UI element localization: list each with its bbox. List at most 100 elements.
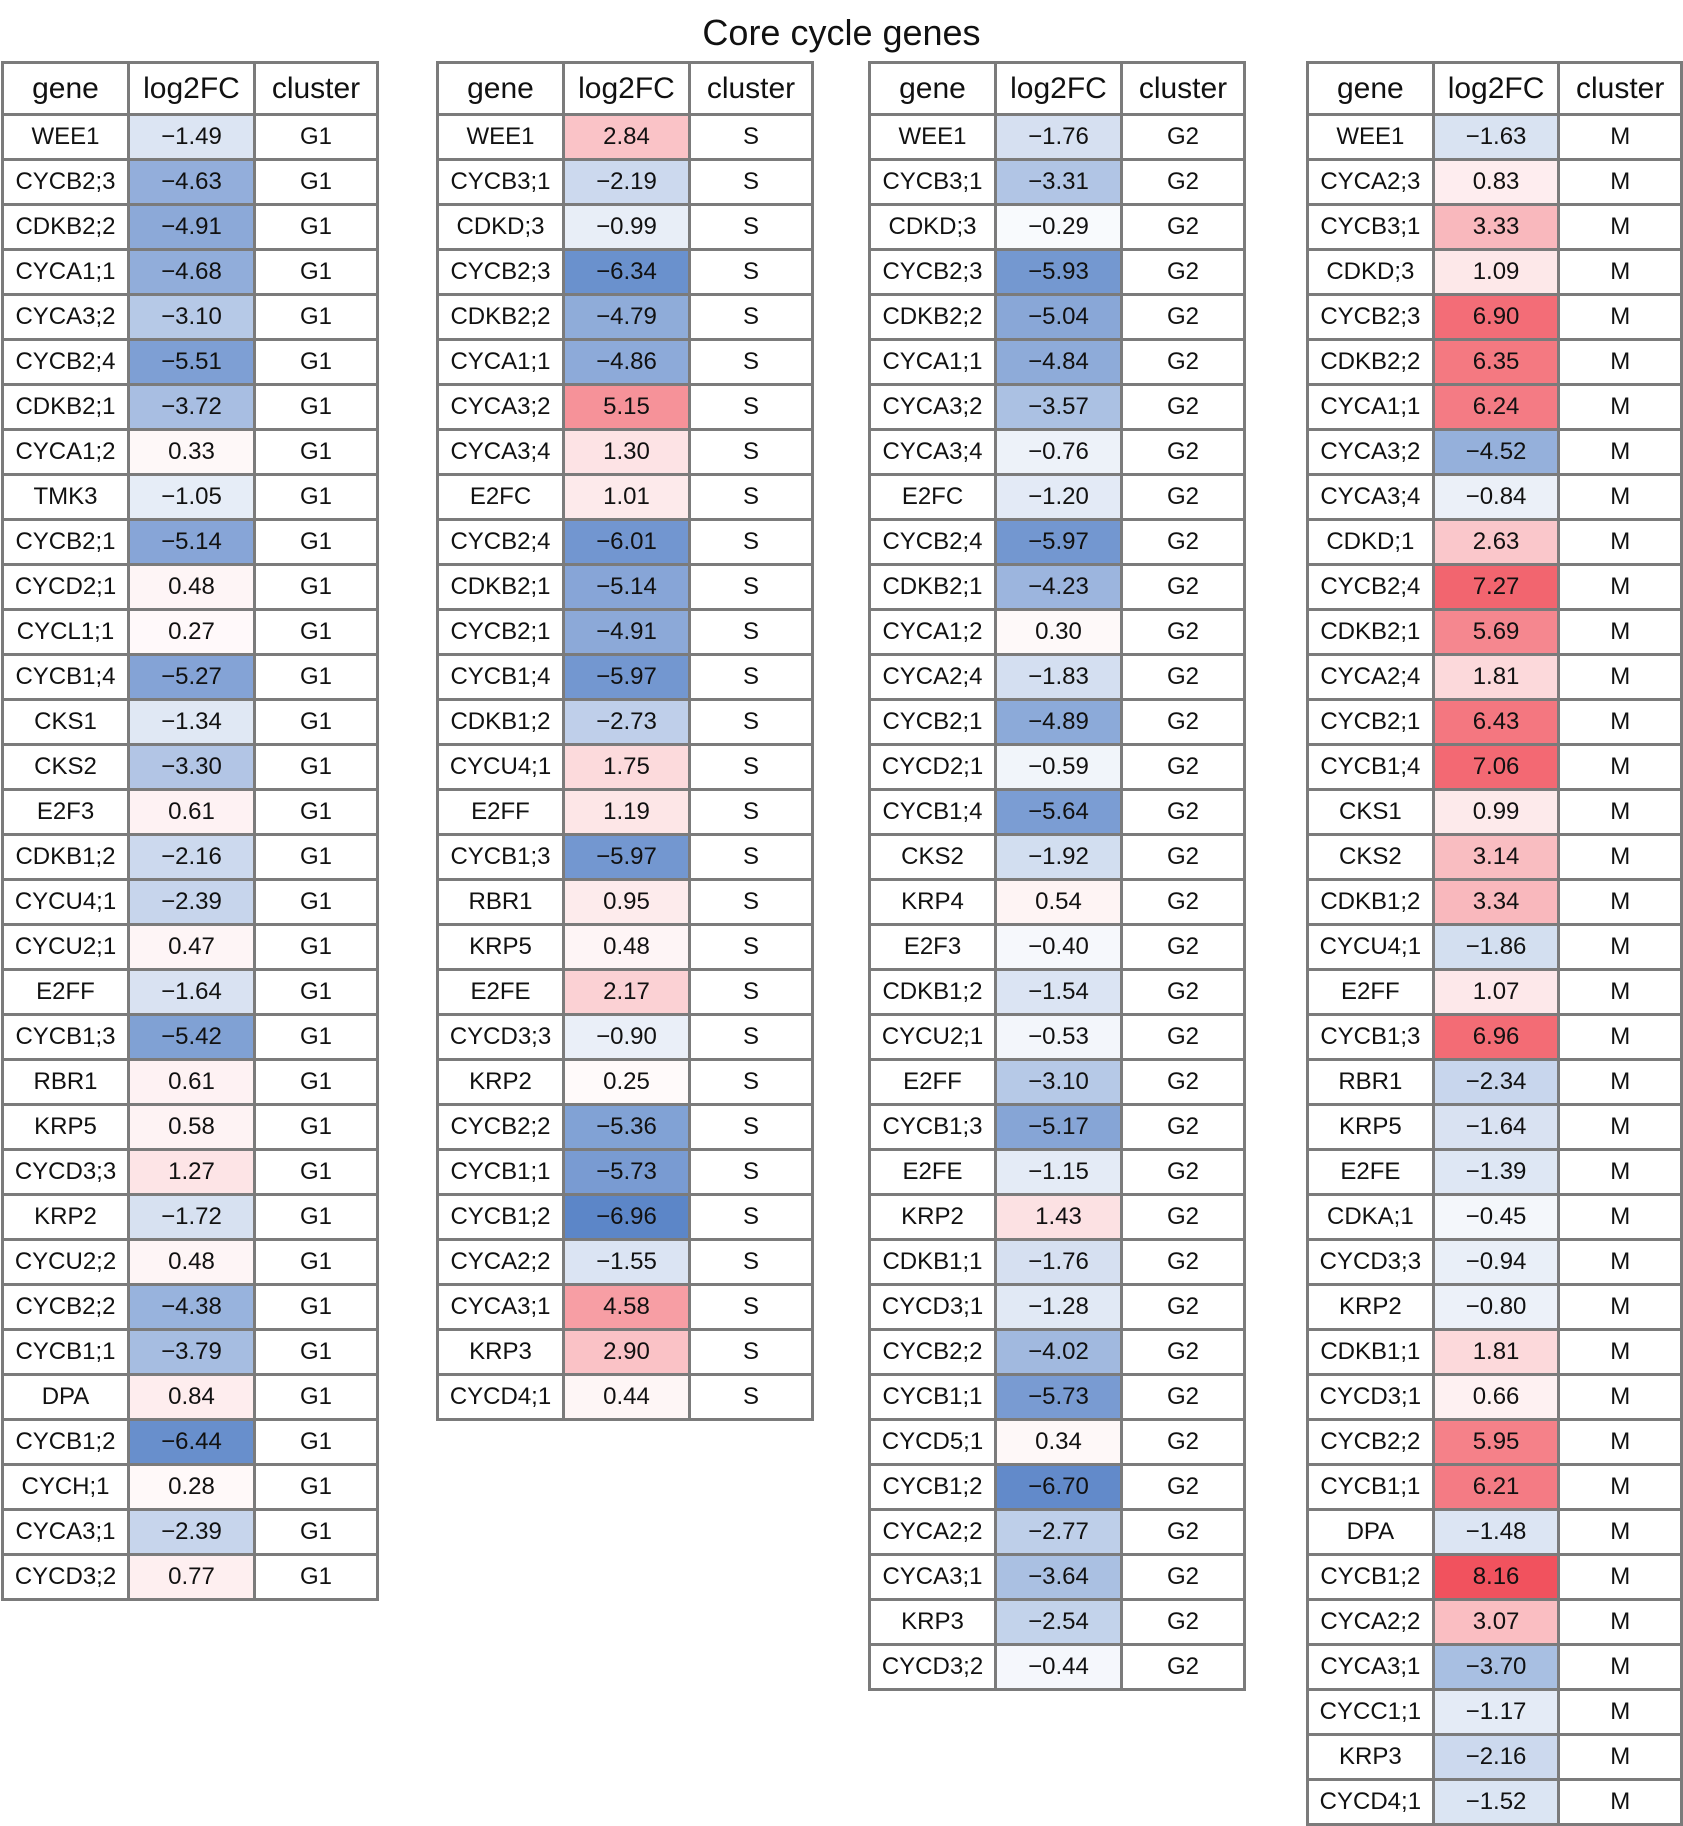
table-row: CYCA3;2 −4.52 M	[1306, 428, 1683, 476]
gene-cell: CYCA1;1	[1, 248, 130, 296]
log2fc-cell: 6.21	[1431, 1463, 1561, 1511]
log2fc-cell: 2.17	[562, 968, 691, 1016]
cluster-cell: G2	[1120, 1283, 1246, 1331]
table-row: CYCB1;4 7.06 M	[1306, 743, 1683, 791]
table-row: CYCB1;4 −5.27 G1	[1, 653, 379, 701]
log2fc-cell: −0.94	[1431, 1238, 1561, 1286]
cluster-cell: G1	[253, 158, 379, 206]
log2fc-cell: 0.58	[127, 1103, 256, 1151]
cluster-cell: G1	[253, 338, 379, 386]
log2fc-cell: −6.01	[562, 518, 691, 566]
log2fc-cell: 5.69	[1431, 608, 1561, 656]
gene-cell: E2FF	[1, 968, 130, 1016]
table-row: CYCD3;2 −0.44 G2	[868, 1643, 1246, 1691]
table-row: CKS1 0.99 M	[1306, 788, 1683, 836]
log2fc-cell: −0.45	[1431, 1193, 1561, 1241]
table-row: E2FE −1.39 M	[1306, 1148, 1683, 1196]
table-row: CYCB1;1 −5.73 S	[436, 1148, 814, 1196]
log2fc-cell: −2.73	[562, 698, 691, 746]
cluster-cell: G1	[253, 1463, 379, 1511]
log2fc-cell: 0.83	[1431, 158, 1561, 206]
gene-cell: CYCD3;2	[1, 1553, 130, 1601]
table-row: CDKD;3 1.09 M	[1306, 248, 1683, 296]
log2fc-cell: −2.16	[1431, 1733, 1561, 1781]
cluster-cell: M	[1557, 608, 1683, 656]
table-m: gene log2FC cluster WEE1 −1.63 M CYCA2;3 0.8…	[1306, 61, 1683, 1826]
table-row: CDKA;1 −0.45 M	[1306, 1193, 1683, 1241]
log2fc-cell: −3.30	[127, 743, 256, 791]
table-row: CYCA3;4 −0.76 G2	[868, 428, 1246, 476]
gene-cell: CYCB2;4	[868, 518, 997, 566]
log2fc-cell: −3.31	[994, 158, 1123, 206]
gene-cell: CYCB1;3	[868, 1103, 997, 1151]
gene-cell: CYCB2;1	[868, 698, 997, 746]
cluster-cell: G2	[1120, 1103, 1246, 1151]
log2fc-cell: 1.81	[1431, 653, 1561, 701]
cluster-cell: S	[688, 968, 814, 1016]
log2fc-cell: −0.40	[994, 923, 1123, 971]
table-row: KRP2 −0.80 M	[1306, 1283, 1683, 1331]
gene-cell: CDKD;1	[1306, 518, 1435, 566]
gene-cell: CYCU4;1	[1, 878, 130, 926]
gene-cell: CYCB2;1	[436, 608, 565, 656]
table-row: CYCA3;4 −0.84 M	[1306, 473, 1683, 521]
cluster-cell: M	[1557, 1238, 1683, 1286]
cluster-cell: G2	[1120, 473, 1246, 521]
table-row: CDKB1;2 −1.54 G2	[868, 968, 1246, 1016]
cluster-cell: S	[688, 248, 814, 296]
log2fc-cell: −5.27	[127, 653, 256, 701]
gene-cell: KRP2	[1, 1193, 130, 1241]
gene-cell: E2FF	[868, 1058, 997, 1106]
log2fc-cell: −2.77	[994, 1508, 1123, 1556]
gene-cell: E2F3	[868, 923, 997, 971]
cluster-cell: G2	[1120, 1553, 1246, 1601]
cluster-cell: G1	[253, 113, 379, 161]
table-row: CYCB1;3 6.96 M	[1306, 1013, 1683, 1061]
log2fc-cell: 0.48	[562, 923, 691, 971]
table-row: E2FE 2.17 S	[436, 968, 814, 1016]
table-row: CDKB2;1 5.69 M	[1306, 608, 1683, 656]
gene-cell: CYCD4;1	[436, 1373, 565, 1421]
gene-cell: CYCA1;2	[1, 428, 130, 476]
gene-cell: CKS2	[868, 833, 997, 881]
header-gene: gene	[1, 61, 130, 116]
header-cluster: cluster	[253, 61, 379, 116]
cluster-cell: S	[688, 428, 814, 476]
gene-cell: CYCB1;3	[1, 1013, 130, 1061]
log2fc-cell: −1.48	[1431, 1508, 1561, 1556]
log2fc-cell: −4.84	[994, 338, 1123, 386]
table-row: CYCB1;2 −6.44 G1	[1, 1418, 379, 1466]
cluster-cell: G2	[1120, 563, 1246, 611]
table-row: KRP4 0.54 G2	[868, 878, 1246, 926]
log2fc-cell: 0.33	[127, 428, 256, 476]
table-row: CYCU4;1 1.75 S	[436, 743, 814, 791]
table-row: CYCA1;1 −4.84 G2	[868, 338, 1246, 386]
table-row: CYCD4;1 −1.52 M	[1306, 1778, 1683, 1826]
cluster-cell: S	[688, 1193, 814, 1241]
cluster-cell: G1	[253, 383, 379, 431]
table-row: DPA −1.48 M	[1306, 1508, 1683, 1556]
table-row: CYCB1;2 −6.96 S	[436, 1193, 814, 1241]
log2fc-cell: 6.24	[1431, 383, 1561, 431]
cluster-cell: M	[1557, 878, 1683, 926]
gene-cell: CKS2	[1, 743, 130, 791]
gene-cell: TMK3	[1, 473, 130, 521]
log2fc-cell: −5.14	[127, 518, 256, 566]
table-row: CDKB1;2 −2.73 S	[436, 698, 814, 746]
cluster-cell: G2	[1120, 788, 1246, 836]
cluster-cell: G2	[1120, 158, 1246, 206]
table-row: CYCA2;2 −1.55 S	[436, 1238, 814, 1286]
cluster-cell: M	[1557, 743, 1683, 791]
log2fc-cell: 2.63	[1431, 518, 1561, 566]
gene-cell: RBR1	[1, 1058, 130, 1106]
cluster-cell: M	[1557, 1148, 1683, 1196]
cluster-cell: G2	[1120, 293, 1246, 341]
log2fc-cell: 0.48	[127, 563, 256, 611]
log2fc-cell: 0.47	[127, 923, 256, 971]
cluster-cell: G1	[253, 1328, 379, 1376]
table-row: KRP3 2.90 S	[436, 1328, 814, 1376]
log2fc-cell: −4.86	[562, 338, 691, 386]
log2fc-cell: −1.92	[994, 833, 1123, 881]
gene-cell: CDKB1;2	[1306, 878, 1435, 926]
table-row: KRP5 0.58 G1	[1, 1103, 379, 1151]
